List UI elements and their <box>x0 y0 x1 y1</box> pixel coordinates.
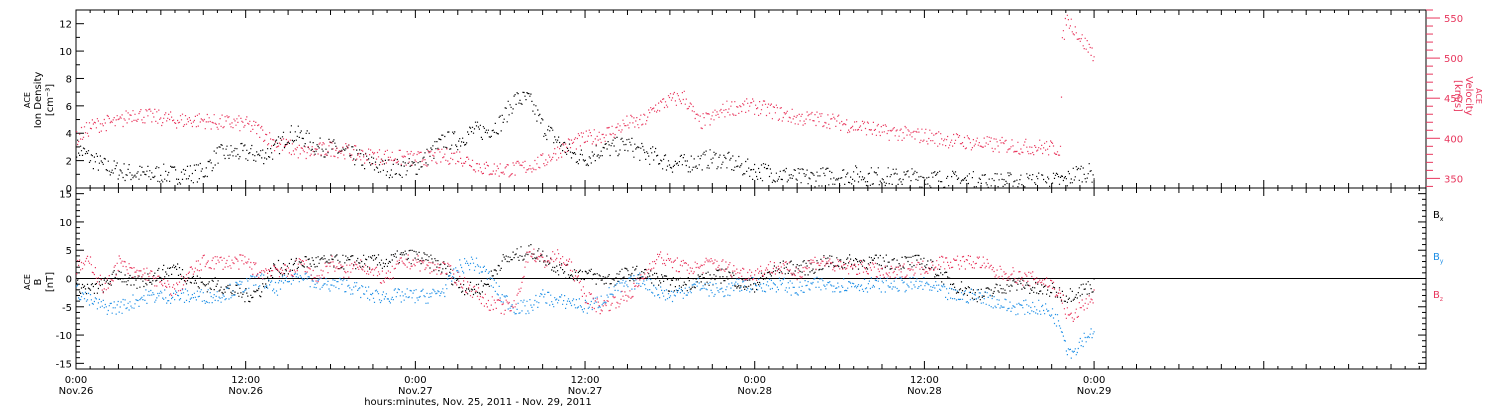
imf-left-axis-label-1: ACE <box>23 274 32 290</box>
x-tick-label-time: 0:00 <box>404 375 426 386</box>
plasma-right-axis-label-2: Velocity <box>1463 76 1474 115</box>
y-tick-label-left-p1: 0 <box>66 275 72 286</box>
plasma-left-axis-label-2: Ion Density <box>33 72 44 129</box>
x-tick-label-date: Nov.26 <box>59 386 94 397</box>
plasma-right-axis-label-3: [km/s] <box>1452 80 1463 112</box>
y-tick-label-left-p1: 5 <box>66 246 72 257</box>
series-density <box>76 91 1095 189</box>
x-tick-label-time: 12:00 <box>571 375 600 386</box>
x-tick-label-date: Nov.29 <box>1077 386 1112 397</box>
y-tick-label-left-p1: 10 <box>59 218 72 229</box>
series-bx <box>76 244 1095 303</box>
y-tick-label-left-p0: 12 <box>59 20 72 31</box>
legend-by: By <box>1433 252 1444 265</box>
x-tick-label-time: 12:00 <box>910 375 939 386</box>
y-tick-label-right-p0: 400 <box>1444 134 1463 145</box>
y-tick-label-left-p0: 4 <box>66 129 72 140</box>
x-tick-label-date: Nov.27 <box>398 386 433 397</box>
plasma-right-axis-label-1: ACE <box>1474 88 1483 104</box>
x-tick-label-time: 12:00 <box>231 375 260 386</box>
legend-bx: Bx <box>1433 210 1444 223</box>
x-tick-label-time: 0:00 <box>743 375 765 386</box>
plasma-left-axis-label-1: ACE <box>23 92 32 108</box>
plasma-left-axis-label-3: [cm⁻³] <box>45 84 56 116</box>
y-tick-label-left-p0: 6 <box>66 102 72 113</box>
legend-bz: Bz <box>1433 290 1443 303</box>
x-tick-label-time: 0:00 <box>1083 375 1105 386</box>
y-tick-label-right-p0: 500 <box>1444 54 1463 65</box>
y-tick-label-left-p1: -5 <box>62 303 72 314</box>
y-tick-label-left-p1: 15 <box>59 190 72 201</box>
x-tick-label-time: 0:00 <box>65 375 87 386</box>
y-tick-label-left-p0: 8 <box>66 74 72 85</box>
y-tick-label-left-p1: -10 <box>56 331 72 342</box>
y-tick-label-left-p0: 0 <box>66 184 72 195</box>
plasma-panel-frame <box>75 9 1427 189</box>
x-tick-label-date: Nov.28 <box>737 386 772 397</box>
imf-left-axis-label-3: [nT] <box>45 272 56 292</box>
series-velocity <box>76 14 1095 178</box>
x-tick-label-date: Nov.28 <box>907 386 942 397</box>
x-tick-label-date: Nov.27 <box>568 386 603 397</box>
imf-left-axis-label-2: B <box>33 278 44 285</box>
x-tick-label-date: Nov.26 <box>228 386 263 397</box>
y-tick-label-right-p0: 450 <box>1444 94 1463 105</box>
y-tick-label-left-p0: 2 <box>66 157 72 168</box>
y-tick-label-left-p0: 10 <box>59 47 72 58</box>
y-tick-label-right-p0: 350 <box>1444 174 1463 185</box>
y-tick-label-right-p0: 550 <box>1444 14 1463 25</box>
x-axis-title: hours:minutes, Nov. 25, 2011 - Nov. 29, … <box>364 397 592 408</box>
y-tick-label-left-p1: -15 <box>56 359 72 370</box>
